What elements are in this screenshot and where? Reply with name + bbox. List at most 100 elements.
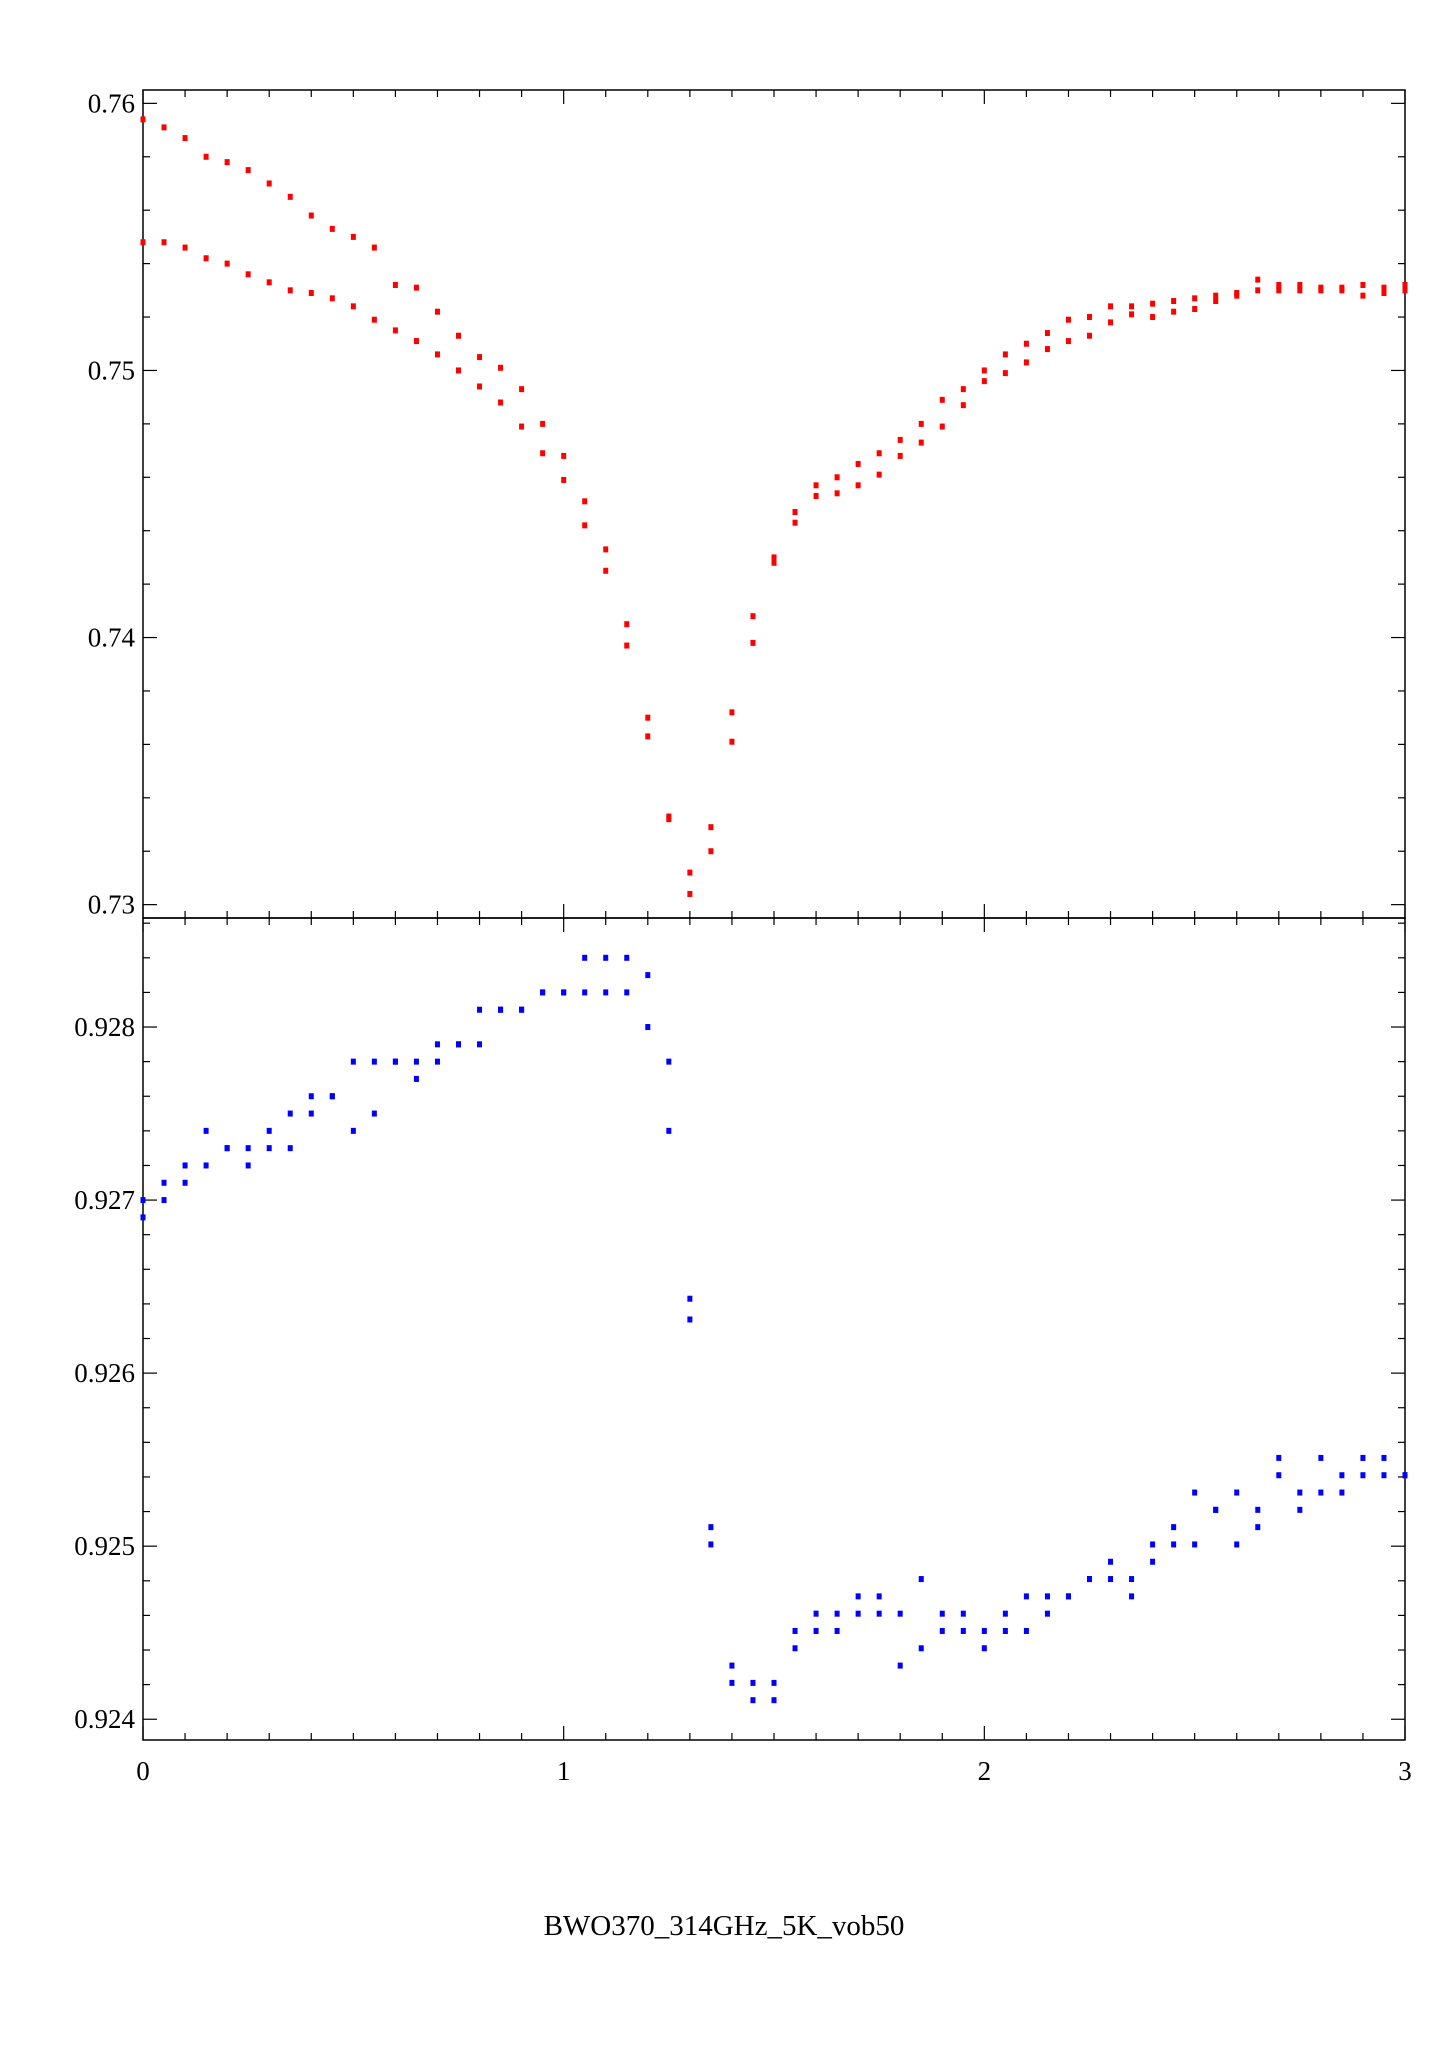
data-point [1044,1610,1050,1617]
data-point [498,364,504,371]
data-point [140,1214,146,1221]
data-point [371,1058,377,1065]
data-point [1276,1472,1282,1479]
data-point [203,1162,209,1169]
data-point [1023,1593,1029,1600]
data-point [834,1627,840,1634]
data-point [1108,1576,1114,1583]
data-point [456,332,461,339]
data-point [729,1679,735,1686]
data-point [687,1316,693,1323]
data-point [750,639,756,646]
data-point [1129,1593,1135,1600]
data-point [1255,1524,1261,1531]
plot-frame [142,89,1406,919]
data-point [266,279,272,286]
data-point [1339,287,1345,294]
y-tick-label: 0.928 [74,1012,135,1042]
data-point [876,450,882,457]
data-point [582,989,588,996]
data-point [1065,316,1071,323]
y-tick-label: 0.926 [74,1358,135,1388]
data-point [813,1627,819,1634]
data-point [813,1610,819,1617]
data-point [918,439,924,446]
data-point [308,212,314,219]
data-point [1213,298,1219,305]
data-point [1402,281,1408,288]
data-point [413,1058,419,1065]
data-point [792,1627,798,1634]
data-point [729,709,735,716]
data-point [771,559,777,566]
data-point [603,546,609,553]
data-point [1108,303,1114,310]
data-point [981,1627,987,1634]
data-point [224,1145,230,1152]
bottom-panel: 0.924 0.925 0.926 0.927 0.928 0 1 2 3 [74,917,1412,1786]
data-point [1129,1576,1135,1583]
data-point [834,1610,840,1617]
y-tick-label: 0.74 [88,623,136,653]
data-point [939,1610,945,1617]
data-point [1213,1506,1219,1513]
data-point [1360,1454,1366,1461]
data-point [161,1179,167,1186]
data-point [561,989,567,996]
data-point [687,890,693,897]
data-point [603,567,609,574]
data-point [1318,1489,1324,1496]
data-point [203,255,209,262]
data-point [477,1006,483,1013]
data-point [392,1058,398,1065]
data-point [161,239,167,246]
data-point [960,386,966,393]
data-point [350,303,356,310]
data-point [1044,346,1050,353]
data-point [1360,281,1366,288]
data-point [519,1006,525,1013]
figure-caption: BWO370_314GHz_5K_vob50 [543,1910,905,1942]
data-point [981,367,987,374]
data-point [855,1593,861,1600]
data-point [750,1679,756,1686]
data-point [245,271,251,278]
data-point [1276,281,1282,288]
data-point [876,1593,882,1600]
data-point [456,367,461,374]
data-point [645,714,651,721]
data-point [1171,1541,1177,1548]
data-point [350,233,356,240]
data-point [1297,1506,1303,1513]
data-point [603,989,609,996]
data-point [350,1127,356,1134]
data-point [1234,1541,1240,1548]
data-point [1192,1489,1198,1496]
data-point [1002,1627,1008,1634]
data-point [477,354,483,361]
data-point [1297,1489,1303,1496]
data-point [1339,1489,1345,1496]
data-point [561,476,567,483]
data-point [371,316,377,323]
data-point [1255,287,1261,294]
data-point [1339,1472,1345,1479]
data-point [245,1162,251,1169]
data-point [792,1645,798,1652]
data-point [1087,314,1092,321]
data-point [203,153,209,160]
data-point [413,284,419,291]
data-point [1150,300,1156,307]
data-point [1360,1472,1366,1479]
x-tick-label: 2 [978,1756,992,1786]
data-point [918,420,924,427]
data-point [855,460,861,467]
data-point [287,287,293,294]
data-point [1150,1541,1156,1548]
data-point [182,135,188,142]
data-point [771,554,777,561]
data-point [1297,281,1303,288]
y-tick-label: 0.76 [88,88,135,118]
data-point [960,1627,966,1634]
data-point [666,1127,672,1134]
